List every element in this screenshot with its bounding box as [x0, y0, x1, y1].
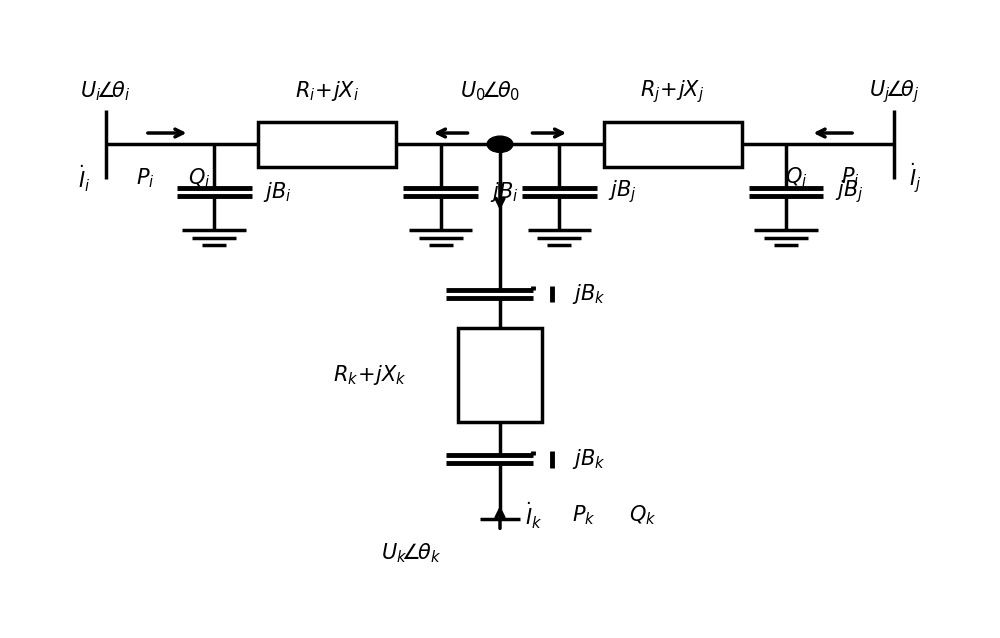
- Text: $jB_i$: $jB_i$: [263, 180, 292, 204]
- Text: $jB_i$: $jB_i$: [490, 180, 519, 204]
- Text: $\dot{I}_j$: $\dot{I}_j$: [909, 162, 922, 195]
- Text: $jB_j$: $jB_j$: [835, 179, 864, 205]
- Bar: [258, 122, 396, 167]
- Text: $P_i$: $P_i$: [136, 167, 154, 190]
- Text: $\dot{I}_i$: $\dot{I}_i$: [78, 163, 91, 194]
- Text: $jB_k$: $jB_k$: [572, 447, 605, 471]
- Text: $R_j\!+\!jX_j$: $R_j\!+\!jX_j$: [640, 78, 705, 105]
- Bar: [604, 122, 742, 167]
- Text: $P_j$: $P_j$: [841, 165, 859, 192]
- Text: $U_j\!\angle\!\theta_j$: $U_j\!\angle\!\theta_j$: [869, 78, 920, 105]
- Text: $U_k\!\angle\!\theta_k$: $U_k\!\angle\!\theta_k$: [381, 541, 441, 565]
- Bar: [458, 329, 542, 422]
- Circle shape: [487, 136, 513, 152]
- Text: $Q_i$: $Q_i$: [188, 167, 210, 190]
- Text: $U_0\!\angle\!\theta_0$: $U_0\!\angle\!\theta_0$: [460, 79, 520, 103]
- Text: $jB_j$: $jB_j$: [608, 179, 637, 205]
- Text: $U_i\!\angle\!\theta_i$: $U_i\!\angle\!\theta_i$: [80, 79, 131, 103]
- Text: $Q_j$: $Q_j$: [785, 165, 807, 192]
- Text: $P_k$: $P_k$: [572, 504, 596, 528]
- Text: $jB_k$: $jB_k$: [572, 282, 605, 306]
- Text: $\dot{I}_k$: $\dot{I}_k$: [525, 500, 542, 531]
- Text: $R_k\!+\!jX_k$: $R_k\!+\!jX_k$: [333, 363, 406, 387]
- Text: $R_i\!+\!jX_i$: $R_i\!+\!jX_i$: [295, 79, 359, 103]
- Text: $Q_k$: $Q_k$: [629, 504, 657, 528]
